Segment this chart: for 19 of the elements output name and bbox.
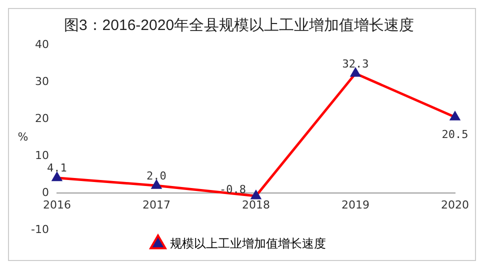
y-tick-label: 0: [42, 186, 49, 199]
y-tick-label: 30: [34, 74, 49, 88]
y-tick-label: -10: [31, 222, 49, 236]
chart-title: 图3：2016-2020年全县规模以上工业增加值增长速度: [64, 17, 414, 34]
x-tick-label: 2019: [341, 198, 370, 212]
data-label: 2.0: [146, 169, 166, 182]
y-tick-label: 40: [34, 38, 49, 51]
data-label: 20.5: [442, 128, 468, 142]
y-tick-label: 20: [34, 112, 49, 125]
data-label: 32.3: [342, 57, 369, 70]
y-axis-title: %: [18, 130, 28, 144]
y-tick-label: 10: [34, 148, 49, 162]
legend-label: 规模以上工业增加值增长速度: [170, 236, 326, 250]
x-tick-label: 2016: [42, 198, 71, 212]
x-tick-label: 2018: [242, 198, 270, 212]
x-tick-label: 2020: [441, 198, 469, 212]
x-tick-label: 2017: [142, 198, 170, 212]
data-label: 4.1: [47, 162, 67, 175]
data-label: -0.8: [219, 182, 246, 196]
